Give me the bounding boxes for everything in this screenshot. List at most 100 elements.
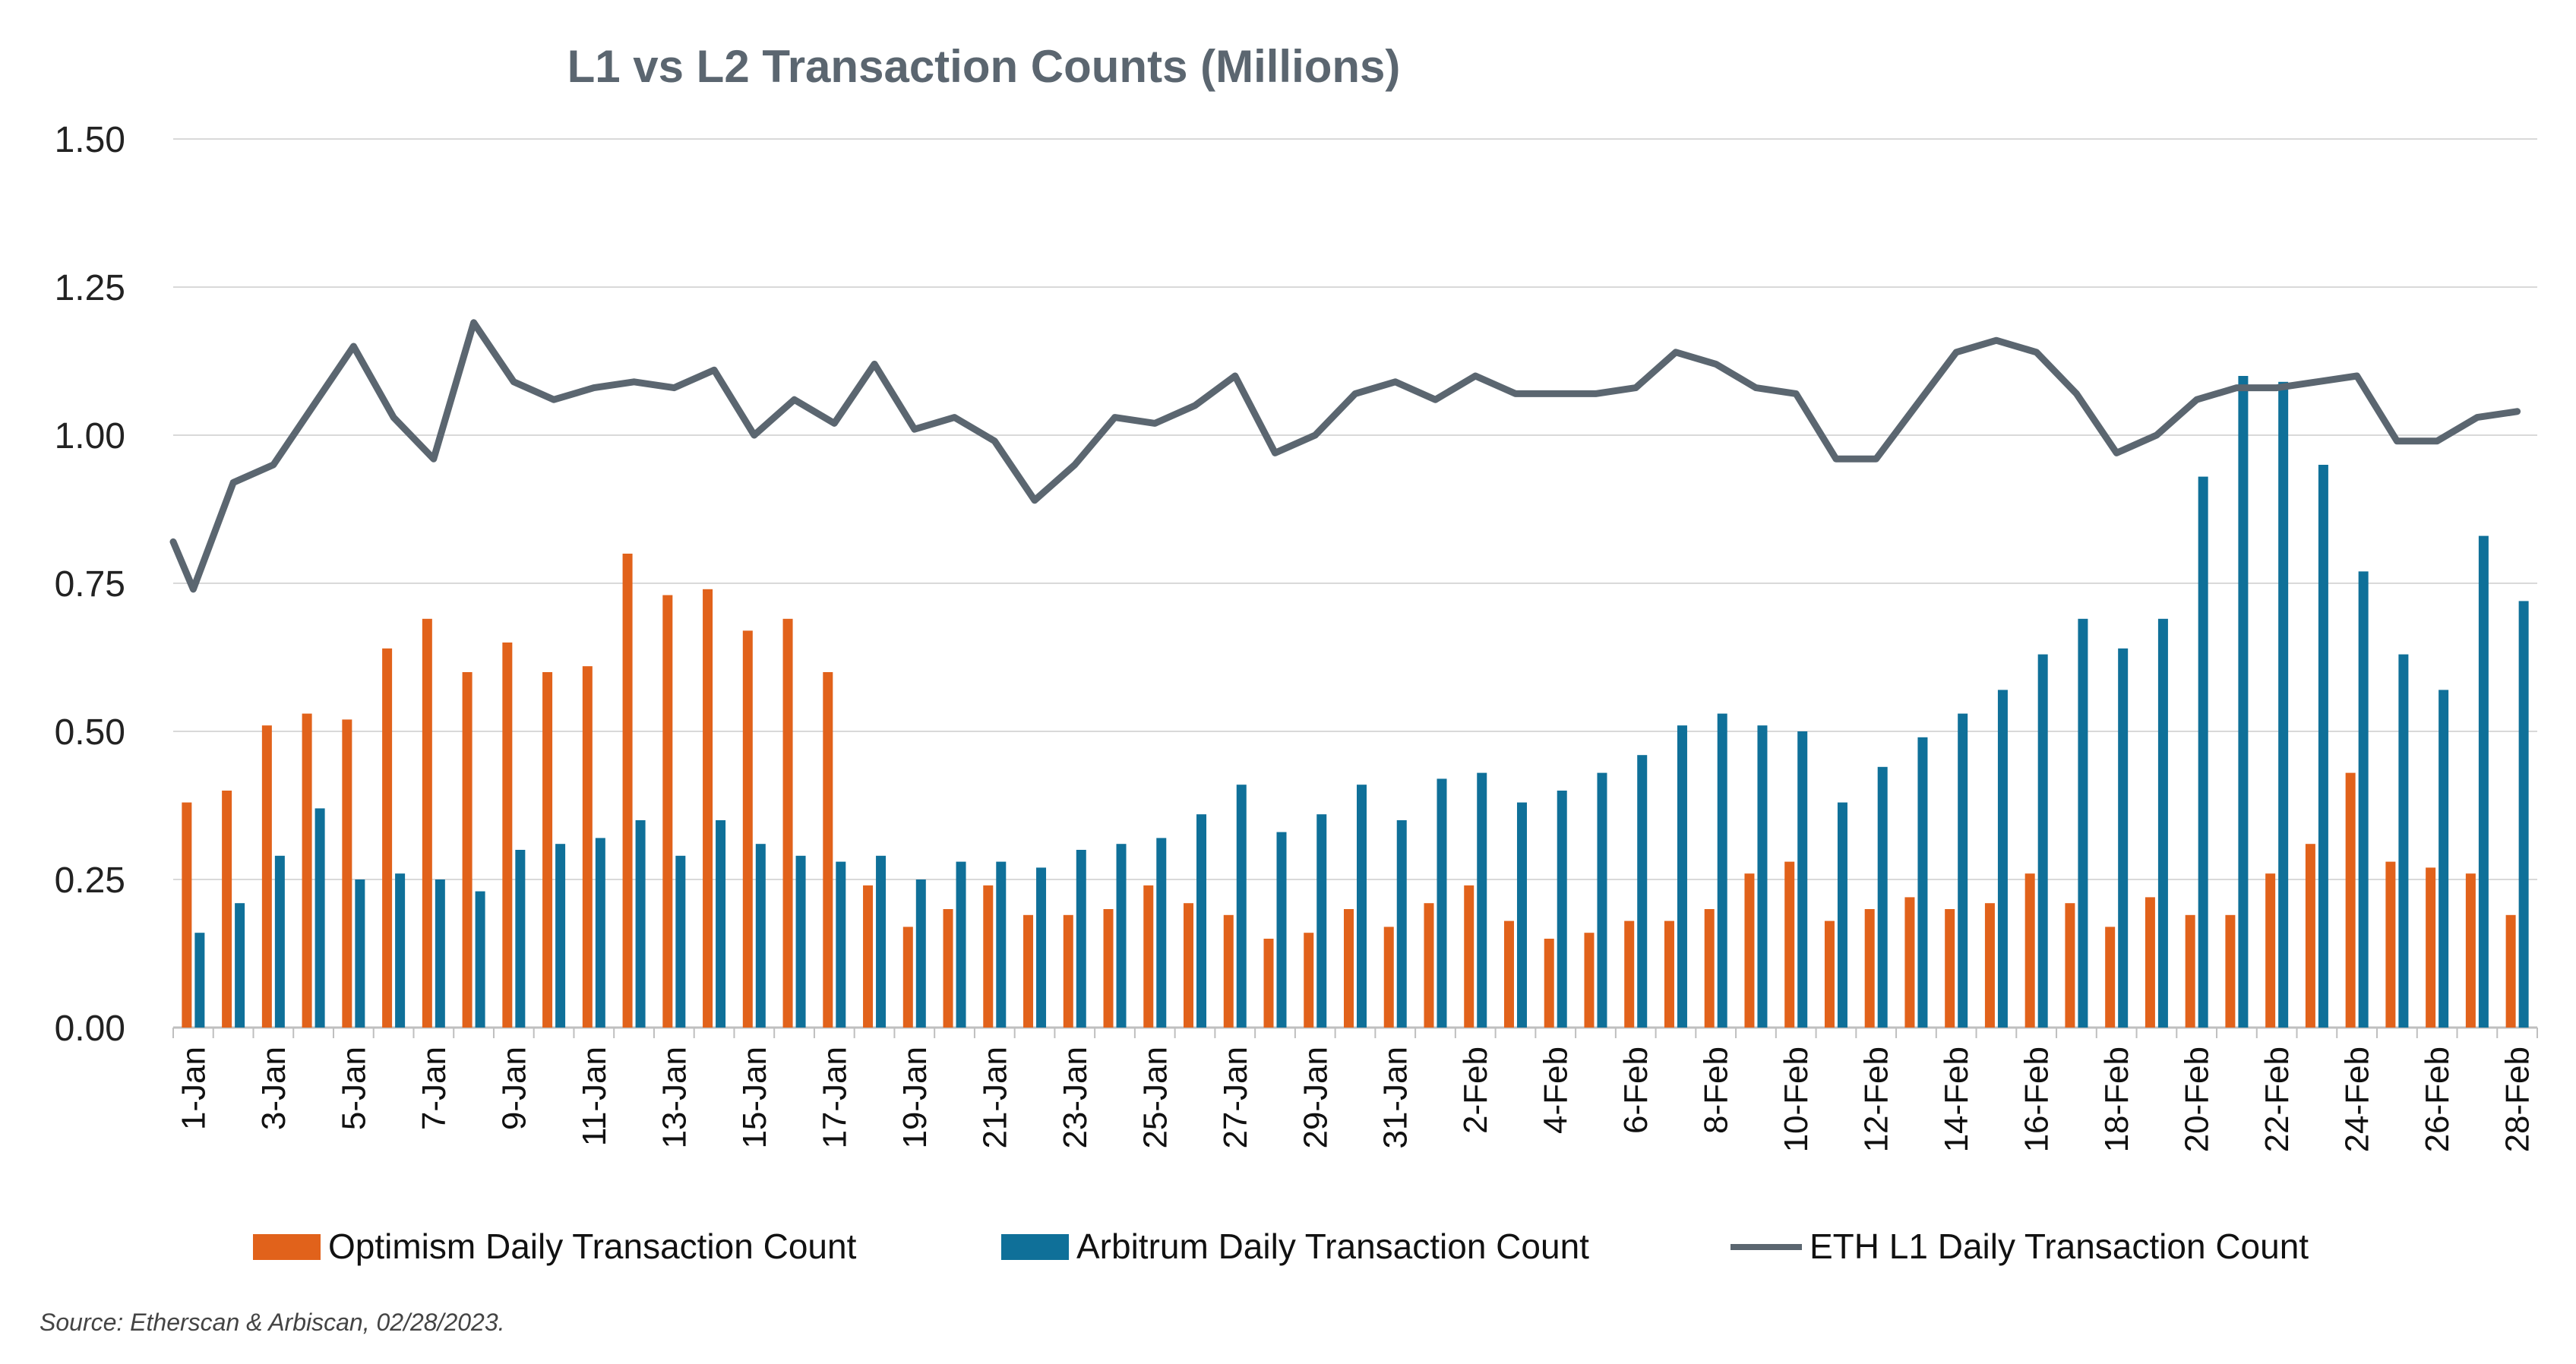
bar-arbitrum <box>675 855 686 1028</box>
y-tick-label: 0.25 <box>55 860 125 901</box>
bar-arbitrum <box>274 855 285 1028</box>
bar-arbitrum <box>1717 713 1727 1028</box>
bar-optimism <box>1023 914 1034 1028</box>
x-tick-label: 23-Jan <box>1057 1047 1094 1149</box>
x-tick-label: 7-Jan <box>416 1047 453 1130</box>
bar-arbitrum <box>876 855 887 1028</box>
bar-arbitrum <box>1036 867 1047 1028</box>
bar-optimism <box>823 672 833 1028</box>
bar-optimism <box>2305 844 2315 1028</box>
bar-arbitrum <box>1757 725 1768 1028</box>
bar-arbitrum <box>1917 737 1928 1028</box>
bar-arbitrum <box>1276 832 1287 1028</box>
bar-arbitrum <box>1958 713 1968 1028</box>
bar-optimism <box>2225 914 2236 1028</box>
bar-optimism <box>542 672 553 1028</box>
bar-arbitrum <box>1677 725 1687 1028</box>
x-tick-label: 13-Jan <box>656 1047 693 1149</box>
bar-optimism <box>1344 909 1354 1028</box>
bar-optimism <box>2185 914 2195 1028</box>
bar-optimism <box>1424 903 1434 1028</box>
bar-arbitrum <box>2118 648 2129 1028</box>
bar-optimism <box>782 618 793 1028</box>
bar-optimism <box>1784 861 1795 1028</box>
bar-arbitrum <box>2157 618 2168 1028</box>
bar-optimism <box>1984 903 1995 1028</box>
x-tick-label: 19-Jan <box>896 1047 934 1149</box>
bar-arbitrum <box>355 879 365 1028</box>
bar-arbitrum <box>1797 731 1808 1028</box>
bar-optimism <box>1223 914 1234 1028</box>
legend-swatch-arbitrum <box>1001 1234 1069 1260</box>
bar-arbitrum <box>515 850 526 1028</box>
bar-arbitrum <box>595 838 605 1028</box>
bar-optimism <box>462 672 473 1028</box>
bar-optimism <box>302 713 312 1028</box>
bar-optimism <box>902 927 913 1028</box>
bar-arbitrum <box>956 861 966 1028</box>
bar-optimism <box>502 643 513 1028</box>
x-tick-label: 31-Jan <box>1377 1047 1414 1149</box>
bar-optimism <box>1824 920 1835 1028</box>
bar-optimism <box>622 554 633 1028</box>
bar-optimism <box>1383 927 1394 1028</box>
x-tick-label: 15-Jan <box>736 1047 773 1149</box>
bar-optimism <box>1744 873 1755 1028</box>
bar-optimism <box>1584 933 1595 1028</box>
x-tick-label: 28-Feb <box>2499 1047 2536 1152</box>
bar-arbitrum <box>1557 791 1567 1028</box>
bar-arbitrum <box>1156 838 1167 1028</box>
bar-optimism <box>2145 897 2155 1028</box>
bar-optimism <box>1103 909 1114 1028</box>
bar-optimism <box>2505 914 2516 1028</box>
x-tick-label: 5-Jan <box>335 1047 372 1130</box>
eth-l1-line <box>169 319 2521 593</box>
bar-arbitrum <box>1637 755 1648 1028</box>
bar-optimism <box>1945 909 1955 1028</box>
bar-arbitrum <box>716 820 726 1028</box>
bar-optimism <box>2105 927 2116 1028</box>
bar-arbitrum <box>635 820 646 1028</box>
bar-arbitrum <box>235 903 245 1028</box>
bar-arbitrum <box>555 844 566 1028</box>
bar-optimism <box>222 791 232 1028</box>
bar-arbitrum <box>2358 571 2369 1028</box>
bar-arbitrum <box>2078 618 2088 1028</box>
bar-optimism <box>182 802 192 1028</box>
line-eth-l1 <box>169 319 2521 593</box>
bar-arbitrum <box>1116 844 1127 1028</box>
bar-optimism <box>2065 903 2075 1028</box>
y-tick-label: 0.75 <box>55 564 125 605</box>
gridlines <box>173 138 2537 1029</box>
bar-optimism <box>1664 920 1674 1028</box>
bar-optimism <box>2024 873 2035 1028</box>
bar-optimism <box>2265 873 2276 1028</box>
legend-label-eth-l1: ETH L1 Daily Transaction Count <box>1810 1227 2309 1266</box>
bar-optimism <box>943 909 953 1028</box>
x-tick-label: 9-Jan <box>495 1047 533 1130</box>
y-tick-label: 0.00 <box>55 1009 125 1049</box>
bar-arbitrum <box>2198 476 2208 1028</box>
bar-optimism <box>662 595 673 1028</box>
bar-arbitrum <box>1076 850 1086 1028</box>
y-tick-label: 1.25 <box>55 268 125 308</box>
bar-arbitrum <box>1316 814 1327 1028</box>
y-tick-label: 0.50 <box>55 712 125 753</box>
bar-arbitrum <box>435 879 445 1028</box>
bars <box>182 376 2529 1028</box>
bar-arbitrum <box>1236 785 1247 1028</box>
bar-optimism <box>703 589 713 1028</box>
y-tick-label: 1.00 <box>55 416 125 456</box>
bar-arbitrum <box>1357 785 1367 1028</box>
x-tick-label: 27-Jan <box>1217 1047 1254 1149</box>
bar-arbitrum <box>475 891 485 1028</box>
x-tick-label: 4-Feb <box>1538 1047 1575 1134</box>
bar-optimism <box>863 885 874 1028</box>
bar-optimism <box>422 618 432 1028</box>
x-tick-label: 6-Feb <box>1617 1047 1655 1134</box>
bar-optimism <box>1263 939 1274 1028</box>
source-note: Source: Etherscan & Arbiscan, 02/28/2023… <box>40 1309 505 1336</box>
x-tick-label: 20-Feb <box>2179 1047 2216 1152</box>
bar-arbitrum <box>314 808 325 1028</box>
